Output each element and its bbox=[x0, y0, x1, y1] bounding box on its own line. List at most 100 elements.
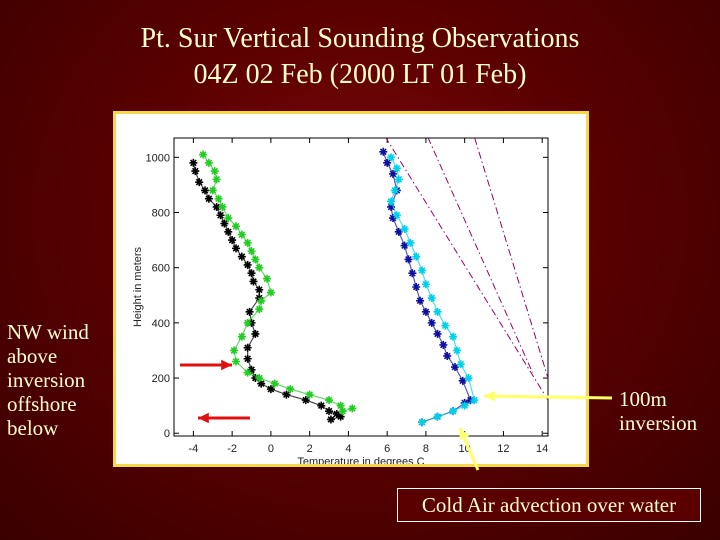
series-3-point-12 bbox=[433, 307, 442, 316]
series-1-point-4 bbox=[208, 186, 217, 195]
series-0-point-21 bbox=[243, 354, 252, 363]
y-tick-label-3: 600 bbox=[152, 263, 170, 275]
series-1-point-12 bbox=[251, 255, 260, 264]
y-tick-label-0: 0 bbox=[164, 428, 170, 440]
series-1-point-22 bbox=[243, 368, 252, 377]
series-0-point-14 bbox=[249, 277, 258, 286]
series-3-point-9 bbox=[418, 266, 427, 275]
series-0-point-12 bbox=[243, 260, 252, 269]
series-3-point-17 bbox=[464, 374, 473, 383]
series-0-point-29 bbox=[325, 407, 334, 416]
y-axis-label: Height in meters bbox=[132, 246, 144, 327]
series-1-point-24 bbox=[270, 379, 279, 388]
x-tick-label-8: 12 bbox=[497, 443, 509, 455]
series-0-point-3 bbox=[201, 186, 210, 195]
series-1-point-20 bbox=[230, 346, 239, 355]
x-tick-label-9: 14 bbox=[536, 443, 548, 455]
series-1-point-2 bbox=[210, 167, 219, 176]
series-1-point-7 bbox=[224, 214, 233, 223]
series-1-point-14 bbox=[263, 274, 272, 283]
series-0-point-8 bbox=[224, 227, 233, 236]
series-1-point-29 bbox=[338, 407, 347, 416]
series-1-point-21 bbox=[232, 357, 241, 366]
series-3-point-21 bbox=[433, 412, 442, 421]
note-nw-wind: NW wind above inversion offshore below bbox=[7, 320, 89, 440]
series-2-point-17 bbox=[450, 363, 459, 372]
series-2-point-2 bbox=[388, 169, 397, 178]
title-line-1: Pt. Sur Vertical Sounding Observations bbox=[140, 23, 580, 54]
series-0-point-13 bbox=[247, 269, 256, 278]
series-0-point-24 bbox=[257, 379, 266, 388]
plot-axes-box bbox=[173, 137, 549, 437]
x-tick-label-4: 4 bbox=[345, 443, 351, 455]
series-1-point-6 bbox=[218, 202, 227, 211]
series-0-point-5 bbox=[212, 202, 221, 211]
series-2-point-10 bbox=[412, 283, 421, 291]
x-axis-label: Temperature in degrees C bbox=[297, 456, 424, 464]
series-3-point-19 bbox=[460, 401, 469, 410]
series-0-point-15 bbox=[255, 285, 264, 294]
series-2-point-9 bbox=[408, 269, 417, 278]
series-1-point-18 bbox=[243, 318, 252, 327]
series-3-point-13 bbox=[441, 321, 450, 330]
series-3-point-18 bbox=[470, 396, 479, 405]
series-3-point-7 bbox=[406, 238, 415, 247]
series-2-point-1 bbox=[383, 158, 392, 167]
x-tick-label-7: 10 bbox=[459, 443, 471, 455]
series-0-point-6 bbox=[216, 211, 225, 220]
series-1-point-15 bbox=[266, 288, 275, 297]
series-1-point-9 bbox=[237, 230, 246, 239]
series-2-point-11 bbox=[416, 296, 425, 305]
series-3-point-4 bbox=[387, 197, 396, 206]
series-1-point-8 bbox=[232, 222, 241, 231]
series-1-point-19 bbox=[237, 332, 246, 341]
x-tick-label-0: -4 bbox=[188, 443, 198, 455]
series-0-point-17 bbox=[245, 307, 254, 316]
title-line-2: 04Z 02 Feb (2000 LT 01 Feb) bbox=[193, 59, 527, 90]
series-3-point-3 bbox=[390, 186, 399, 195]
note-inversion: 100m inversion bbox=[619, 387, 698, 435]
series-2-point-8 bbox=[404, 255, 413, 264]
series-3-point-8 bbox=[412, 252, 421, 261]
series-1-point-23 bbox=[255, 374, 264, 383]
series-1-point-28 bbox=[336, 401, 345, 410]
series-2-point-5 bbox=[388, 214, 397, 223]
series-0-point-28 bbox=[317, 401, 326, 410]
series-2-point-6 bbox=[394, 227, 403, 236]
x-tick-label-1: -2 bbox=[227, 443, 237, 455]
series-0-point-7 bbox=[220, 219, 229, 228]
series-0-point-2 bbox=[195, 178, 204, 187]
series-0-point-20 bbox=[243, 343, 252, 352]
series-0-point-32 bbox=[326, 415, 335, 424]
series-1-point-11 bbox=[247, 247, 256, 256]
series-2-point-14 bbox=[433, 329, 442, 338]
plot-frame: -4 -2 0 2 4 6 8 10 12 14 0 200 400 600 800 1000 Temperat… bbox=[113, 111, 589, 467]
series-1-point-30 bbox=[348, 404, 357, 413]
plot-series-group bbox=[189, 138, 548, 427]
series-3-point-2 bbox=[394, 175, 403, 184]
series-0-point-31 bbox=[336, 412, 345, 421]
series-0-point-4 bbox=[204, 194, 213, 203]
x-tick-label-3: 2 bbox=[307, 443, 313, 455]
series-3-point-1 bbox=[392, 164, 401, 173]
series-0-point-9 bbox=[228, 236, 237, 245]
series-1-point-16 bbox=[257, 296, 266, 305]
x-tick-label-6: 8 bbox=[423, 443, 429, 455]
series-0-point-1 bbox=[191, 167, 200, 176]
series-2-point-0 bbox=[379, 147, 388, 156]
reference-line-6 bbox=[474, 138, 548, 379]
series-1-trace bbox=[202, 154, 353, 412]
series-2-point-15 bbox=[439, 340, 448, 349]
series-1-point-25 bbox=[286, 385, 295, 394]
series-3-point-16 bbox=[456, 360, 465, 369]
y-tick-label-5: 1000 bbox=[146, 152, 170, 164]
series-1-point-5 bbox=[214, 194, 223, 203]
series-2-point-12 bbox=[421, 307, 430, 316]
reference-line-5 bbox=[427, 138, 533, 373]
series-3-point-15 bbox=[452, 346, 461, 355]
y-tick-label-4: 800 bbox=[152, 208, 170, 220]
series-3-point-20 bbox=[449, 407, 458, 416]
series-3-point-0 bbox=[387, 153, 396, 162]
series-3-point-22 bbox=[418, 418, 427, 427]
x-tick-label-2: 0 bbox=[268, 443, 274, 455]
